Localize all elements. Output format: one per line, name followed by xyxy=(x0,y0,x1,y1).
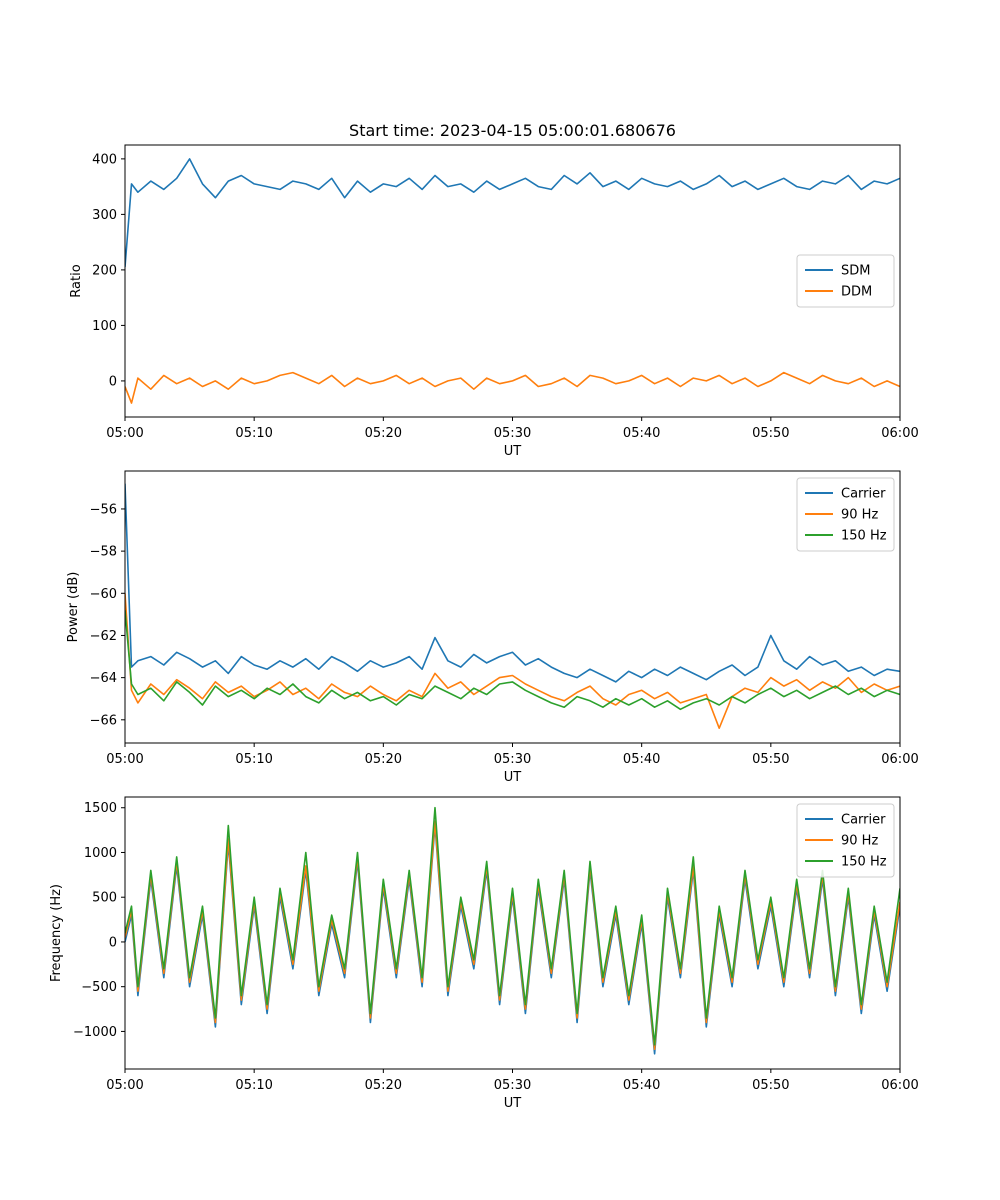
legend: Carrier 90 Hz 150 Hz xyxy=(796,477,895,552)
x-axis-label: UT xyxy=(504,770,522,785)
x-tick-label: 05:50 xyxy=(752,752,789,767)
y-tick-label: −64 xyxy=(90,671,117,686)
y-tick-label: 300 xyxy=(92,208,117,223)
legend-entry: 150 Hz xyxy=(841,529,887,544)
axes-frame xyxy=(124,144,901,418)
y-tick-label: −66 xyxy=(90,713,117,728)
x-tick-label: 05:40 xyxy=(623,752,660,767)
legend-entry: DDM xyxy=(841,285,872,300)
y-tick-label: 400 xyxy=(92,152,117,167)
y-axis-label: Frequency (Hz) xyxy=(49,884,64,982)
legend-entry: SDM xyxy=(841,264,870,279)
x-axis-label: UT xyxy=(504,444,522,459)
axes-frame xyxy=(124,796,901,1070)
series-line-150-hz xyxy=(125,806,900,1046)
x-tick-label: 05:50 xyxy=(752,1078,789,1093)
series-line-ddm xyxy=(125,371,900,404)
series-group xyxy=(125,806,900,1055)
y-tick-label: 200 xyxy=(92,263,117,278)
panel-3: 05:00 05:10 05:20 05:30 05:40 05:50 06:00 −1000… xyxy=(49,796,919,1111)
x-tick-label: 05:30 xyxy=(494,1078,531,1093)
x-tick-label: 05:10 xyxy=(235,426,272,441)
y-tick-label: 500 xyxy=(92,891,117,906)
y-tick-label: −500 xyxy=(81,980,117,995)
chart-title: Start time: 2023-04-15 05:00:01.680676 xyxy=(349,121,676,140)
legend: Carrier 90 Hz 150 Hz xyxy=(796,803,895,878)
y-tick-label: 1000 xyxy=(84,846,117,861)
y-tick-label: 1500 xyxy=(84,801,117,816)
x-tick-label: 06:00 xyxy=(881,752,918,767)
x-tick-label: 05:30 xyxy=(494,426,531,441)
y-tick-label: −62 xyxy=(90,629,117,644)
x-tick-label: 06:00 xyxy=(881,1078,918,1093)
legend-entry: 90 Hz xyxy=(841,834,878,849)
series-line-90-hz xyxy=(125,593,900,730)
panel-2: 05:00 05:10 05:20 05:30 05:40 05:50 06:00 −66 −6… xyxy=(66,470,919,785)
legend-entry: Carrier xyxy=(841,813,886,828)
legend-entry: 90 Hz xyxy=(841,508,878,523)
series-group xyxy=(125,483,900,730)
legend-box xyxy=(796,803,895,878)
x-tick-label: 05:50 xyxy=(752,426,789,441)
x-tick-label: 05:00 xyxy=(106,1078,143,1093)
panels: 05:00 05:10 05:20 05:30 05:40 05:50 06:00 0 100 2… xyxy=(49,144,919,1111)
panel-1: 05:00 05:10 05:20 05:30 05:40 05:50 06:00 0 100 2… xyxy=(69,144,919,459)
series-line-carrier xyxy=(125,483,900,683)
x-tick-label: 05:30 xyxy=(494,752,531,767)
y-tick-label: −58 xyxy=(90,545,117,560)
series-line-sdm xyxy=(125,158,900,268)
series-line-90-hz xyxy=(125,820,900,1051)
x-tick-label: 05:40 xyxy=(623,426,660,441)
series-line-carrier xyxy=(125,824,900,1055)
legend-box xyxy=(796,254,895,308)
legend-box xyxy=(796,477,895,552)
x-tick-label: 05:00 xyxy=(106,752,143,767)
x-axis-label: UT xyxy=(504,1096,522,1111)
y-tick-label: 100 xyxy=(92,319,117,334)
x-tick-label: 05:20 xyxy=(365,1078,402,1093)
x-tick-label: 05:10 xyxy=(235,752,272,767)
x-tick-label: 05:10 xyxy=(235,1078,272,1093)
x-tick-label: 05:20 xyxy=(365,752,402,767)
y-axis-label: Power (dB) xyxy=(66,572,81,643)
y-tick-label: −1000 xyxy=(73,1025,117,1040)
legend-entry: 150 Hz xyxy=(841,855,887,870)
legend-entry: Carrier xyxy=(841,487,886,502)
y-tick-label: 0 xyxy=(109,935,117,950)
x-tick-label: 05:20 xyxy=(365,426,402,441)
y-tick-label: 0 xyxy=(109,374,117,389)
series-line-150-hz xyxy=(125,610,900,711)
series-group xyxy=(125,158,900,404)
y-tick-label: −56 xyxy=(90,502,117,517)
y-tick-label: −60 xyxy=(90,587,117,602)
legend: SDM DDM xyxy=(796,254,895,308)
axes-frame xyxy=(124,470,901,744)
x-tick-label: 06:00 xyxy=(881,426,918,441)
x-tick-label: 05:00 xyxy=(106,426,143,441)
y-axis-label: Ratio xyxy=(69,264,84,297)
x-tick-label: 05:40 xyxy=(623,1078,660,1093)
